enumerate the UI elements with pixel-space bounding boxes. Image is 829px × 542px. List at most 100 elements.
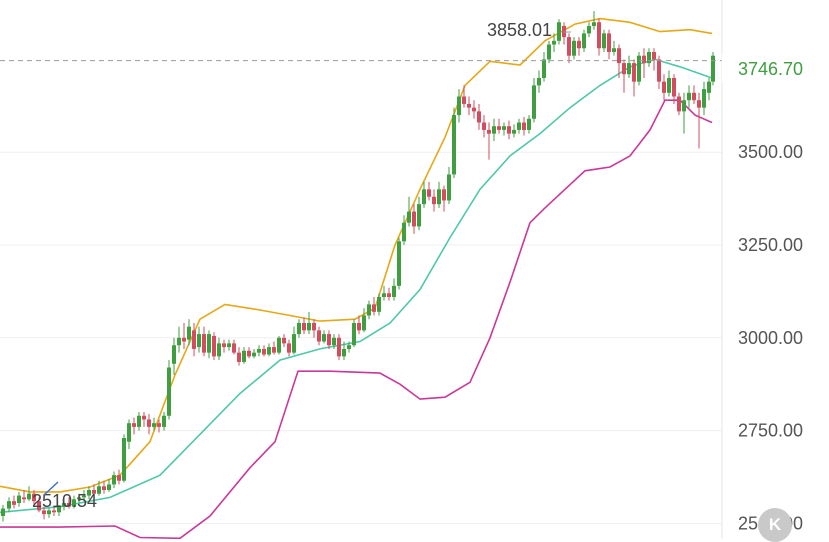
candle-up[interactable] (112, 471, 116, 489)
candle-up[interactable] (97, 480, 101, 496)
candle-up[interactable] (87, 486, 91, 500)
candle-up[interactable] (1, 504, 5, 522)
candle-down[interactable] (357, 315, 361, 335)
candle-up[interactable] (277, 335, 281, 355)
candle-down[interactable] (467, 96, 471, 116)
candle-down[interactable] (327, 330, 331, 349)
candle-down[interactable] (657, 55, 661, 90)
candle-up[interactable] (492, 118, 496, 142)
candle-down[interactable] (182, 322, 186, 349)
candle-up[interactable] (582, 29, 586, 52)
candle-down[interactable] (672, 74, 676, 104)
candle-up[interactable] (367, 300, 371, 320)
candle-down[interactable] (462, 85, 466, 108)
candle-down[interactable] (597, 18, 601, 56)
candle-up[interactable] (197, 326, 201, 353)
candle-up[interactable] (252, 348, 256, 359)
candle-down[interactable] (427, 181, 431, 201)
candle-down[interactable] (477, 103, 481, 130)
candle-down[interactable] (202, 326, 206, 357)
candle-up[interactable] (707, 77, 711, 101)
candle-down[interactable] (337, 334, 341, 361)
candle-down[interactable] (522, 116, 526, 136)
candle-up[interactable] (152, 417, 156, 431)
candle-up[interactable] (437, 181, 441, 208)
candle-up[interactable] (332, 334, 336, 349)
candle-up[interactable] (292, 326, 296, 355)
candle-up[interactable] (297, 319, 301, 338)
candle-down[interactable] (482, 115, 486, 138)
candle-down[interactable] (507, 120, 511, 140)
candle-up[interactable] (537, 70, 541, 93)
candle-down[interactable] (617, 44, 621, 78)
candle-up[interactable] (162, 412, 166, 431)
candle-up[interactable] (547, 40, 551, 64)
candle-up[interactable] (532, 77, 536, 123)
candle-down[interactable] (607, 29, 611, 60)
candle-up[interactable] (587, 22, 591, 38)
candle-up[interactable] (447, 167, 451, 205)
candle-down[interactable] (442, 185, 446, 212)
candle-down[interactable] (652, 48, 656, 71)
candle-up[interactable] (77, 493, 81, 503)
candle-down[interactable] (497, 118, 501, 134)
candle-up[interactable] (557, 19, 561, 45)
candle-up[interactable] (82, 490, 86, 502)
candle-down[interactable] (387, 287, 391, 301)
candle-down[interactable] (102, 480, 106, 494)
candle-up[interactable] (397, 237, 401, 290)
candle-up[interactable] (342, 341, 346, 361)
candle-down[interactable] (32, 490, 36, 505)
candle-up[interactable] (382, 285, 386, 301)
candle-up[interactable] (702, 81, 706, 116)
candle-down[interactable] (692, 85, 696, 104)
candle-up[interactable] (572, 37, 576, 60)
candle-up[interactable] (352, 319, 356, 348)
candle-up[interactable] (267, 343, 271, 357)
candle-up[interactable] (407, 196, 411, 227)
candle-down[interactable] (412, 204, 416, 234)
candle-up[interactable] (667, 70, 671, 97)
candle-down[interactable] (312, 319, 316, 338)
candle-down[interactable] (147, 413, 151, 435)
candle-down[interactable] (52, 506, 56, 516)
candle-up[interactable] (17, 491, 21, 507)
candle-down[interactable] (12, 495, 16, 509)
candle-up[interactable] (307, 311, 311, 335)
candle-down[interactable] (212, 332, 216, 361)
candle-down[interactable] (567, 33, 571, 64)
candle-up[interactable] (552, 33, 556, 52)
candle-down[interactable] (247, 347, 251, 359)
candle-down[interactable] (37, 497, 41, 513)
candle-down[interactable] (42, 506, 46, 520)
candle-down[interactable] (192, 322, 196, 357)
candle-down[interactable] (67, 497, 71, 509)
candle-down[interactable] (472, 100, 476, 119)
candle-up[interactable] (122, 434, 126, 483)
candle-down[interactable] (632, 59, 636, 97)
candle-down[interactable] (317, 326, 321, 346)
candle-up[interactable] (602, 29, 606, 52)
candle-up[interactable] (7, 497, 11, 513)
candle-up[interactable] (637, 51, 641, 86)
candle-down[interactable] (237, 347, 241, 366)
candle-up[interactable] (517, 118, 521, 134)
candle-up[interactable] (452, 107, 456, 179)
candle-up[interactable] (647, 48, 651, 67)
candle-up[interactable] (347, 341, 351, 353)
candle-up[interactable] (627, 55, 631, 78)
candles[interactable] (1, 11, 715, 522)
candle-up[interactable] (502, 122, 506, 136)
candle-down[interactable] (562, 22, 566, 45)
candle-down[interactable] (22, 490, 26, 503)
candle-up[interactable] (57, 504, 61, 516)
candle-up[interactable] (322, 330, 326, 344)
candle-up[interactable] (127, 419, 131, 450)
candle-up[interactable] (72, 495, 76, 509)
candle-up[interactable] (612, 40, 616, 56)
candle-up[interactable] (257, 345, 261, 357)
candle-up[interactable] (402, 215, 406, 245)
candle-down[interactable] (142, 412, 146, 427)
candle-down[interactable] (487, 122, 491, 160)
candle-down[interactable] (232, 339, 236, 355)
